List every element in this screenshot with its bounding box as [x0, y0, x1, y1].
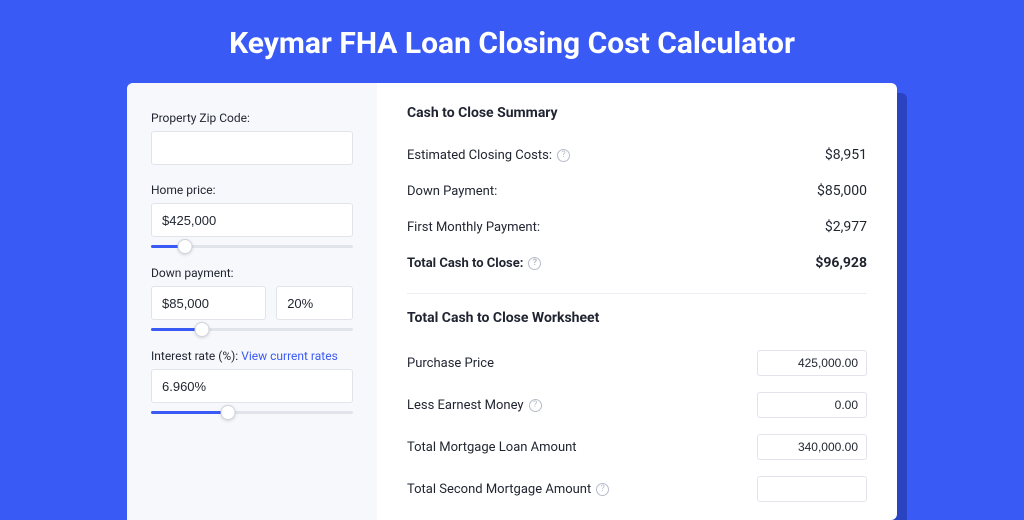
worksheet-row-label: Purchase Price	[407, 356, 494, 371]
worksheet-row: Total Second Mortgage Amount?	[407, 468, 867, 510]
down-payment-pct-input[interactable]	[276, 286, 353, 320]
slider-fill	[151, 411, 228, 414]
summary-row-value: $8,951	[825, 147, 867, 163]
calculator-card: Property Zip Code: Home price: Down paym…	[127, 83, 897, 520]
worksheet-value-input[interactable]	[757, 392, 867, 418]
summary-heading: Cash to Close Summary	[407, 105, 867, 121]
summary-row-label: Estimated Closing Costs:?	[407, 148, 570, 163]
summary-row: Total Cash to Close:? $96,928	[407, 245, 867, 281]
home-price-group: Home price:	[151, 183, 353, 248]
zip-input[interactable]	[151, 131, 353, 165]
home-price-input[interactable]	[151, 203, 353, 237]
summary-row-value: $96,928	[815, 255, 867, 271]
results-panel: Cash to Close Summary Estimated Closing …	[377, 83, 897, 520]
down-payment-slider[interactable]	[151, 328, 353, 331]
worksheet-row: Less Earnest Money?	[407, 384, 867, 426]
worksheet-row-label: Less Earnest Money?	[407, 398, 542, 413]
help-icon[interactable]: ?	[529, 399, 542, 412]
worksheet-section: Total Cash to Close Worksheet Purchase P…	[407, 293, 867, 510]
worksheet-rows: Purchase Price Less Earnest Money? Total M…	[407, 342, 867, 510]
down-payment-label: Down payment:	[151, 266, 353, 280]
summary-row: Estimated Closing Costs:? $8,951	[407, 137, 867, 173]
summary-row-label: Total Cash to Close:?	[407, 256, 541, 271]
worksheet-value-input[interactable]	[757, 434, 867, 460]
view-rates-link[interactable]: View current rates	[241, 349, 338, 363]
summary-row-label: Down Payment:	[407, 184, 497, 199]
slider-thumb[interactable]	[178, 239, 193, 254]
worksheet-value-input[interactable]	[757, 476, 867, 502]
worksheet-heading: Total Cash to Close Worksheet	[407, 310, 867, 326]
worksheet-row-label: Total Mortgage Loan Amount	[407, 440, 577, 455]
zip-group: Property Zip Code:	[151, 111, 353, 165]
home-price-label: Home price:	[151, 183, 353, 197]
slider-thumb[interactable]	[220, 405, 235, 420]
down-payment-group: Down payment:	[151, 266, 353, 331]
summary-row: First Monthly Payment: $2,977	[407, 209, 867, 245]
rate-label-text: Interest rate (%):	[151, 349, 238, 363]
rate-input[interactable]	[151, 369, 353, 403]
summary-row-value: $85,000	[817, 183, 867, 199]
rate-slider[interactable]	[151, 411, 353, 414]
rate-group: Interest rate (%): View current rates	[151, 349, 353, 414]
worksheet-row: Total Mortgage Loan Amount	[407, 426, 867, 468]
help-icon[interactable]: ?	[528, 257, 541, 270]
summary-rows: Estimated Closing Costs:? $8,951 Down Paym…	[407, 137, 867, 281]
home-price-slider[interactable]	[151, 245, 353, 248]
down-payment-row	[151, 286, 353, 320]
worksheet-row-label: Total Second Mortgage Amount?	[407, 482, 609, 497]
help-icon[interactable]: ?	[557, 149, 570, 162]
summary-row-label: First Monthly Payment:	[407, 220, 540, 235]
rate-label: Interest rate (%): View current rates	[151, 349, 353, 363]
worksheet-row: Purchase Price	[407, 342, 867, 384]
summary-row: Down Payment: $85,000	[407, 173, 867, 209]
zip-label: Property Zip Code:	[151, 111, 353, 125]
worksheet-value-input[interactable]	[757, 350, 867, 376]
down-payment-input[interactable]	[151, 286, 266, 320]
slider-thumb[interactable]	[194, 322, 209, 337]
summary-row-value: $2,977	[825, 219, 867, 235]
inputs-panel: Property Zip Code: Home price: Down paym…	[127, 83, 377, 520]
help-icon[interactable]: ?	[596, 483, 609, 496]
page-title: Keymar FHA Loan Closing Cost Calculator	[0, 0, 1024, 83]
